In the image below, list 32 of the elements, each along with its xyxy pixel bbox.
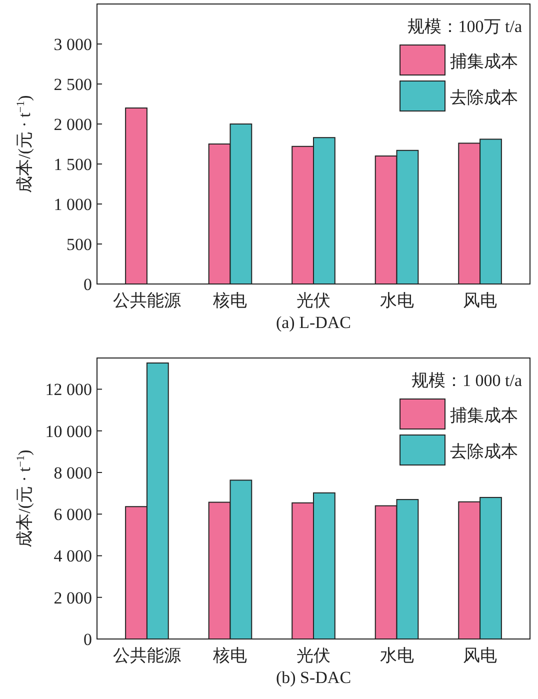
- y-tick-label: 1 000: [54, 195, 92, 214]
- x-tick-label: 风电: [463, 291, 498, 310]
- x-tick-label: 光伏: [296, 646, 330, 665]
- legend-title: 规模：1 000 t/a: [412, 371, 522, 390]
- x-tick-label: 水电: [380, 291, 414, 310]
- y-tick-label: 6 000: [54, 505, 92, 524]
- legend-label: 捕集成本: [450, 406, 518, 425]
- y-tick-label: 3 000: [54, 35, 92, 54]
- y-tick-label: 2 000: [54, 588, 92, 608]
- legend-label: 去除成本: [450, 442, 518, 461]
- y-tick-label: 0: [84, 275, 92, 294]
- x-axis-title: (a) L-DAC: [276, 313, 352, 332]
- y-tick-label: 8 000: [54, 463, 92, 482]
- y-tick-label: 2 500: [54, 75, 92, 94]
- x-tick-label: 核电: [212, 646, 248, 665]
- x-axis-title: (b) S-DAC: [276, 668, 352, 687]
- legend-label: 捕集成本: [450, 52, 518, 71]
- x-tick-label: 核电: [212, 291, 248, 310]
- y-tick-label: 4 000: [54, 546, 92, 566]
- legend-title: 规模：100万 t/a: [407, 17, 522, 36]
- x-tick-label: 水电: [380, 646, 414, 665]
- x-tick-label: 公共能源: [112, 646, 181, 665]
- y-tick-label: 10 000: [45, 422, 92, 441]
- x-tick-label: 公共能源: [112, 291, 181, 310]
- y-tick-label: 1 500: [54, 155, 92, 174]
- x-tick-label: 风电: [463, 646, 498, 665]
- y-tick-label: 12 000: [45, 380, 92, 400]
- x-tick-label: 光伏: [296, 291, 330, 310]
- y-tick-label: 0: [84, 630, 92, 649]
- legend-label: 去除成本: [450, 88, 518, 107]
- y-tick-label: 500: [66, 235, 92, 254]
- y-tick-label: 2 000: [54, 115, 92, 134]
